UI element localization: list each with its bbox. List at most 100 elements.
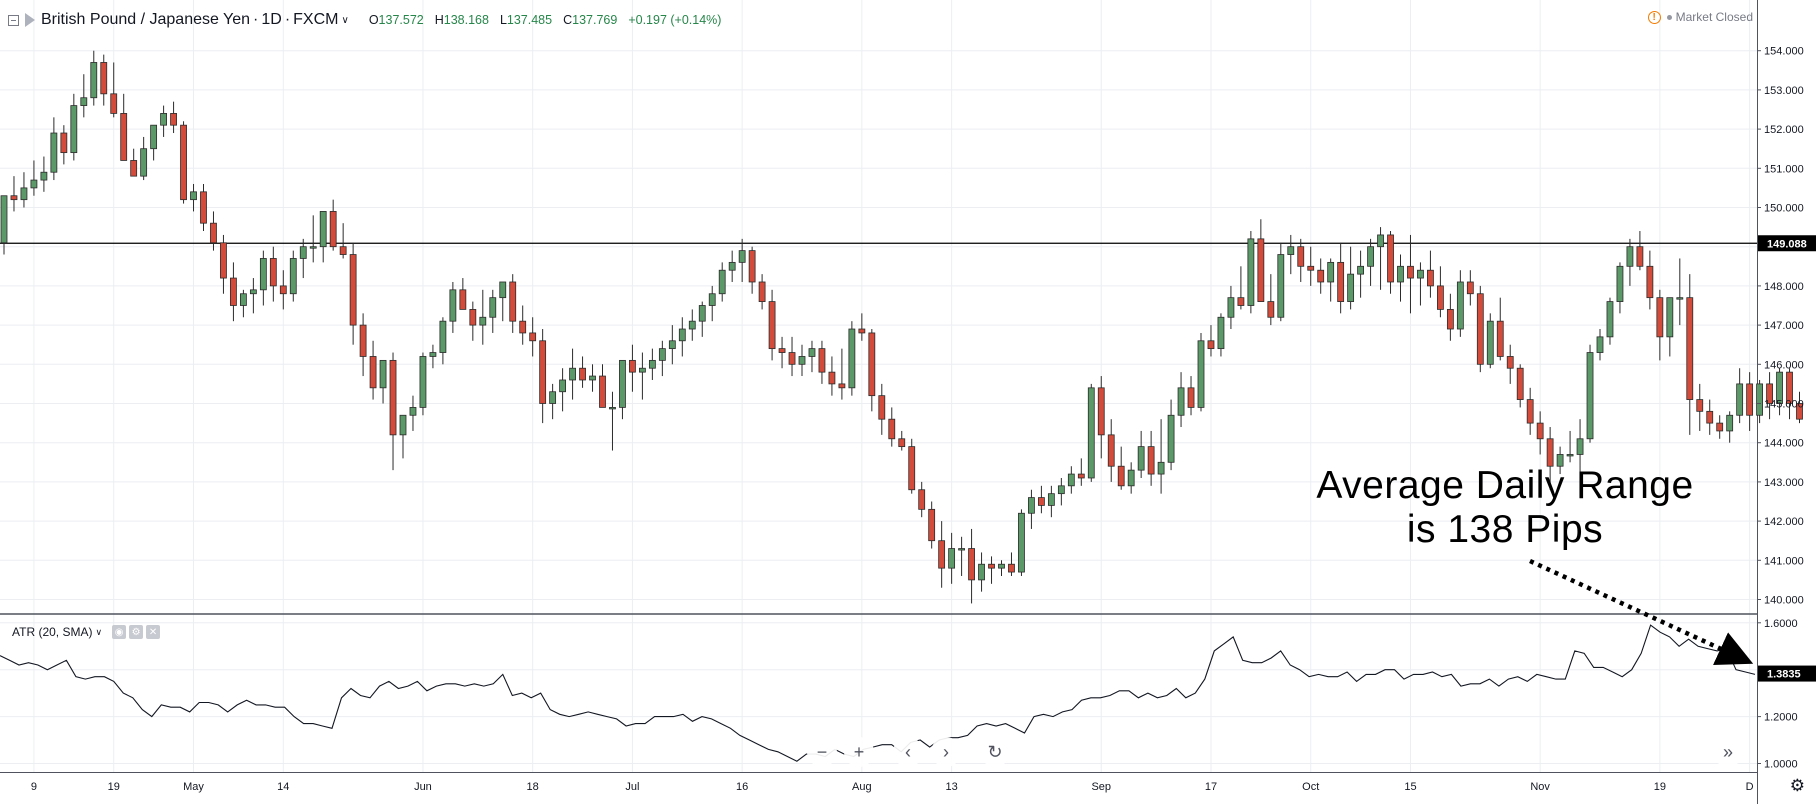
- horizontal-level-label: 149.088: [1767, 238, 1807, 250]
- indicator-label[interactable]: ATR (20, SMA): [12, 625, 93, 639]
- candle-body: [1097, 387, 1105, 436]
- candle-down: [1766, 372, 1773, 420]
- candle-down: [1207, 325, 1215, 357]
- source-label[interactable]: FXCM: [293, 11, 339, 28]
- price-tick-label: 147.000: [1764, 320, 1804, 332]
- time-tick-label: Jul: [625, 781, 639, 793]
- atr-value-badge: [1758, 665, 1816, 682]
- price-tick-label: 148.000: [1764, 281, 1804, 293]
- candle-down: [60, 125, 68, 165]
- candle-down: [339, 223, 347, 259]
- candle-up: [439, 317, 447, 365]
- price-tick-label: 144.000: [1764, 438, 1804, 450]
- close-icon[interactable]: ✕: [146, 625, 161, 639]
- candle-down: [629, 344, 636, 392]
- candle-up: [1666, 297, 1674, 357]
- candle-down: [1536, 411, 1544, 455]
- grid-lines: [0, 0, 1757, 772]
- candle-body: [1676, 297, 1684, 300]
- gear-icon[interactable]: ⚙: [129, 625, 144, 639]
- candle-body: [1177, 387, 1185, 416]
- candle-body: [609, 407, 616, 410]
- candle-up: [1556, 446, 1564, 475]
- candle-up: [399, 414, 407, 459]
- chevron-down-icon[interactable]: ∨: [341, 14, 349, 26]
- chevron-down-icon[interactable]: ∨: [95, 626, 103, 637]
- market-status[interactable]: ! Market Closed: [1647, 10, 1753, 24]
- candle-body: [459, 289, 467, 310]
- candle-down: [349, 242, 357, 345]
- candle-up: [569, 348, 576, 400]
- candle-down: [1646, 250, 1654, 310]
- candle-down: [1297, 238, 1305, 282]
- candle-body: [1357, 265, 1364, 275]
- candle-up: [409, 395, 417, 431]
- candle-body: [329, 211, 337, 248]
- candle-body: [359, 324, 367, 357]
- candle-body: [629, 359, 636, 373]
- candle-up: [50, 117, 58, 181]
- candle-up: [1028, 489, 1035, 529]
- candle-up: [239, 289, 247, 318]
- candle-up: [90, 50, 98, 106]
- candle-body: [728, 261, 736, 271]
- candle-up: [1606, 297, 1614, 345]
- candle-body: [1486, 320, 1494, 365]
- candle-body: [1756, 383, 1763, 416]
- candle-down: [1077, 458, 1085, 486]
- candle-body: [918, 489, 926, 510]
- time-tick-label: 17: [1205, 781, 1217, 793]
- candle-body: [748, 250, 756, 283]
- status-dot-icon: [1666, 14, 1672, 20]
- candle-down: [110, 62, 118, 118]
- candle-down: [1107, 419, 1115, 482]
- candle-body: [1576, 438, 1584, 455]
- candle-up: [190, 183, 197, 212]
- candle-body: [319, 211, 327, 248]
- candle-up: [848, 321, 856, 396]
- candle-body: [160, 113, 168, 126]
- candle-up: [429, 344, 437, 369]
- candle-body: [688, 320, 696, 330]
- candle-body: [1626, 246, 1634, 267]
- interval-label[interactable]: 1D: [261, 11, 282, 28]
- time-tick-label: 15: [1404, 781, 1416, 793]
- zoom-out-button[interactable]: −: [807, 737, 837, 767]
- candle-down: [838, 348, 846, 400]
- collapse-icon[interactable]: [8, 14, 19, 26]
- candle-body: [180, 124, 187, 201]
- reset-chart-button[interactable]: ↻: [980, 737, 1010, 767]
- candle-body: [1417, 269, 1424, 279]
- flag-icon[interactable]: [25, 13, 35, 27]
- candle-up: [619, 359, 626, 420]
- candle-body: [758, 281, 766, 302]
- candle-up: [668, 325, 676, 365]
- candle-up: [728, 250, 736, 282]
- candle-body: [259, 258, 267, 291]
- atr-tick-label: 1.6000: [1764, 618, 1798, 630]
- scroll-left-button[interactable]: ‹: [893, 737, 923, 767]
- eye-icon[interactable]: ◉: [112, 625, 127, 639]
- scroll-to-latest-button[interactable]: »: [1713, 737, 1743, 767]
- candle-up: [20, 172, 28, 208]
- candle-up: [718, 262, 726, 302]
- scroll-right-button[interactable]: ›: [931, 737, 961, 767]
- annotation-line-1: Average Daily Range: [1316, 464, 1694, 507]
- candle-down: [908, 438, 916, 494]
- zoom-in-button[interactable]: +: [844, 737, 874, 767]
- candle-body: [289, 258, 297, 295]
- candle-down: [1746, 372, 1754, 431]
- candle-body: [589, 375, 596, 381]
- candle-down: [1307, 246, 1315, 286]
- candle-body: [639, 367, 646, 373]
- candle-body: [619, 359, 626, 408]
- candle-body: [30, 179, 38, 189]
- ohlc-close: C137.769: [563, 13, 618, 27]
- candle-body: [1008, 563, 1015, 573]
- candle-up: [140, 136, 148, 181]
- candle-down: [898, 430, 906, 451]
- candle-body: [1117, 465, 1125, 487]
- symbol-name[interactable]: British Pound / Japanese Yen: [41, 11, 251, 28]
- settings-gear-icon[interactable]: ⚙: [1789, 776, 1805, 795]
